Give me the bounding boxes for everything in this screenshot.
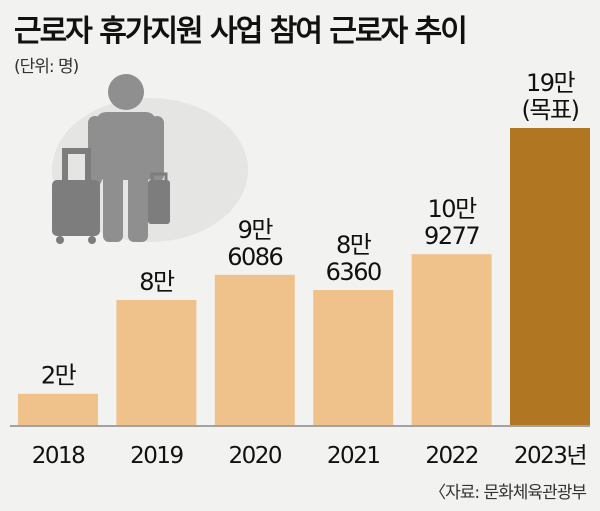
traveler-with-luggage-icon [52,74,248,244]
bar-2023년 [510,128,590,425]
bar-value-label: 9277 [424,222,479,250]
bar-value-label: 10만 [428,195,478,223]
x-tick-label: 2021 [327,443,380,469]
bar-value-label: 19만 [526,69,576,97]
bar-value-label: 8만 [139,268,175,296]
x-tick-label: 2018 [32,443,85,469]
bar-value-label: 9만 [238,216,274,244]
chart-title: 근로자 휴가지원 사업 참여 근로자 추이 [14,14,468,49]
x-tick-label: 2023년 [514,443,586,469]
bar-2021 [313,290,394,425]
bar-value-label: 8만 [336,231,372,259]
bar-value-label: 2만 [41,362,77,390]
bar-value-label: 6086 [227,243,282,271]
source-note: 〈자료: 문화체육관광부 [429,483,587,503]
x-tick-label: 2022 [425,443,478,469]
x-tick-label: 2019 [130,443,183,469]
bar-2019 [116,299,197,425]
bar-2018 [18,393,98,425]
bar-value-label: 6360 [326,258,381,286]
bar-2020 [214,274,295,425]
bar-value-label: (목표) [522,96,579,124]
x-tick-label: 2020 [229,443,282,469]
bar-2022 [411,254,492,425]
unit-label: (단위: 명) [14,57,79,77]
x-tick-labels: 2018 2019 2020 2021 2022 2023년 [32,443,588,469]
